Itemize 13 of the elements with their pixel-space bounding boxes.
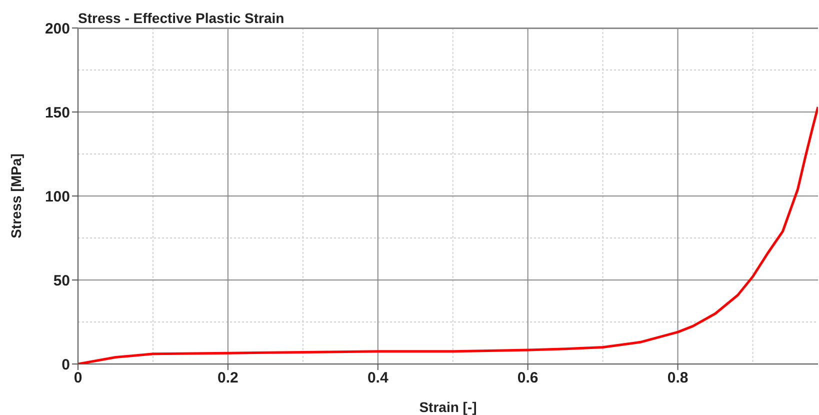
y-tick-label: 100 — [44, 188, 70, 206]
x-tick-label: 0.6 — [517, 370, 538, 387]
y-axis-title: Stress [MPa] — [8, 154, 24, 238]
x-tick-label: 0.2 — [218, 370, 238, 387]
y-tick-label: 200 — [44, 20, 70, 38]
x-axis-title: Strain [-] — [419, 399, 477, 415]
y-tick-label: 50 — [53, 272, 70, 290]
x-tick-label: 0.8 — [667, 370, 688, 387]
x-tick-label: 0.4 — [367, 370, 389, 387]
x-tick-label: 0 — [74, 370, 82, 387]
y-tick-label: 150 — [44, 104, 70, 122]
y-tick-label: 0 — [62, 356, 70, 374]
chart-title: Stress - Effective Plastic Strain — [78, 10, 284, 26]
